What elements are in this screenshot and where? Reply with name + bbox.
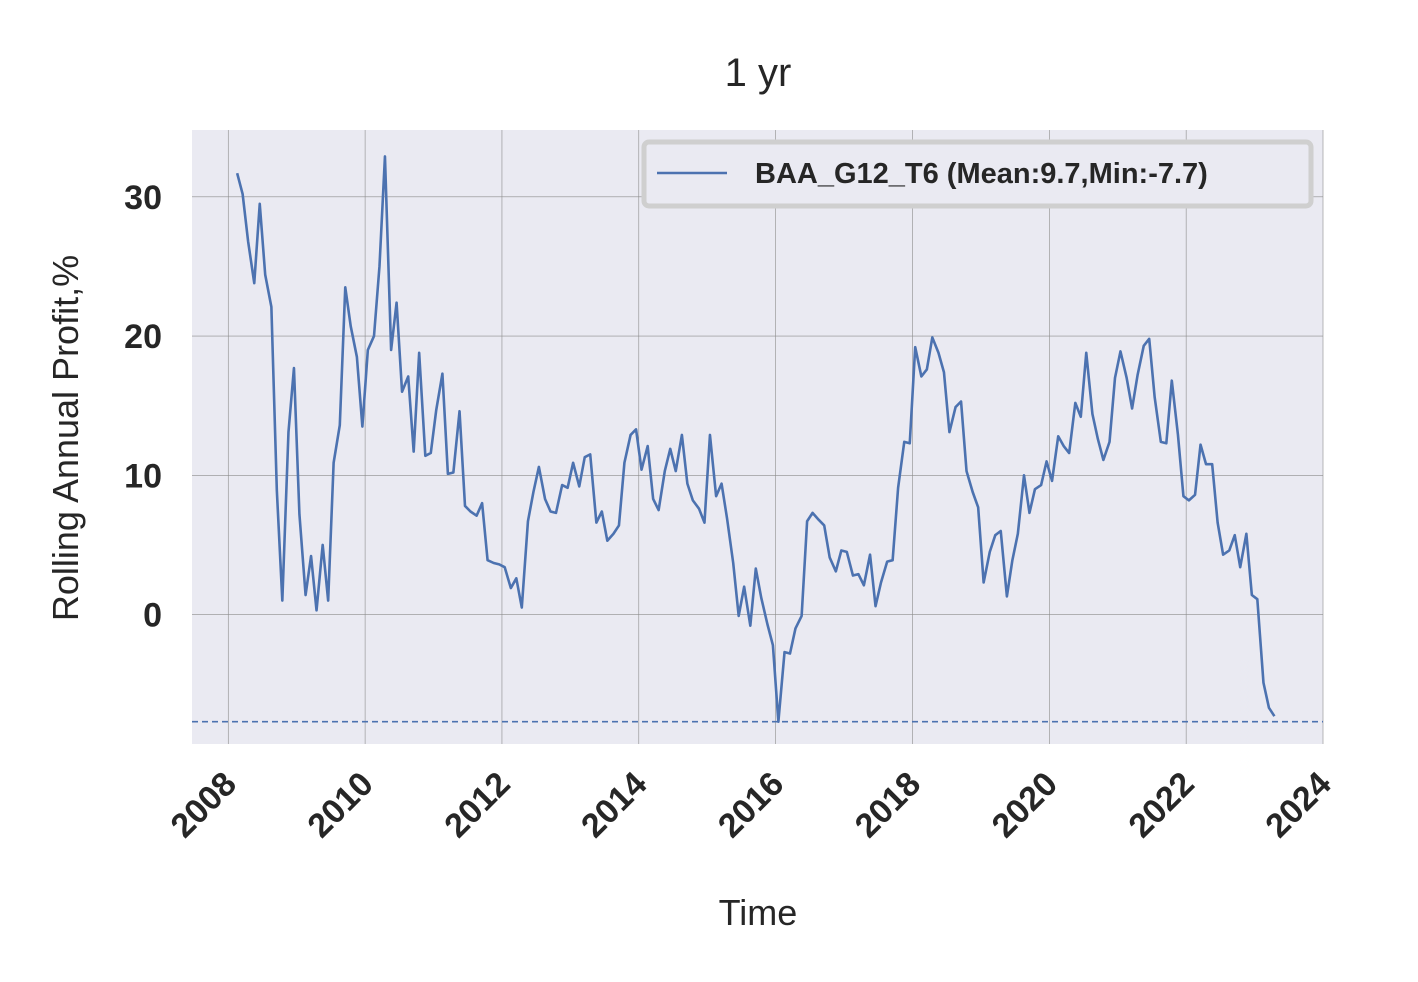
y-tick-label-0: 0	[143, 597, 162, 635]
x-tick-label-2012: 2012	[437, 765, 517, 845]
series-lines	[235, 155, 1276, 724]
x-tick-label-2014: 2014	[574, 765, 654, 845]
series-line-0	[235, 155, 1276, 724]
y-tick-labels: 0 10 20 30	[124, 179, 162, 635]
plot-background	[192, 130, 1323, 744]
y-tick-label-10: 10	[124, 457, 162, 495]
legend-label: BAA_G12_T6 (Mean:9.7,Min:-7.7)	[755, 158, 1208, 190]
legend-box	[641, 139, 1314, 209]
chart-title: 1 yr	[725, 51, 792, 95]
legend: BAA_G12_T6 (Mean:9.7,Min:-7.7)	[641, 139, 1314, 209]
y-tick-label-30: 30	[124, 179, 162, 217]
x-tick-label-2022: 2022	[1121, 765, 1201, 845]
x-tick-labels: 2008 2010 2012 2014 2016 2018 2020 2022 2024	[164, 765, 1339, 845]
x-tick-label-2008: 2008	[164, 765, 244, 845]
y-axis-label: Rolling Annual Profit,%	[45, 255, 86, 621]
x-tick-label-2020: 2020	[985, 765, 1065, 845]
x-tick-label-2024: 2024	[1258, 765, 1338, 845]
x-tick-label-2018: 2018	[848, 765, 928, 845]
x-tick-label-2010: 2010	[300, 765, 380, 845]
x-tick-label-2016: 2016	[711, 765, 791, 845]
y-tick-label-20: 20	[124, 318, 162, 356]
x-axis-label: Time	[719, 892, 798, 933]
